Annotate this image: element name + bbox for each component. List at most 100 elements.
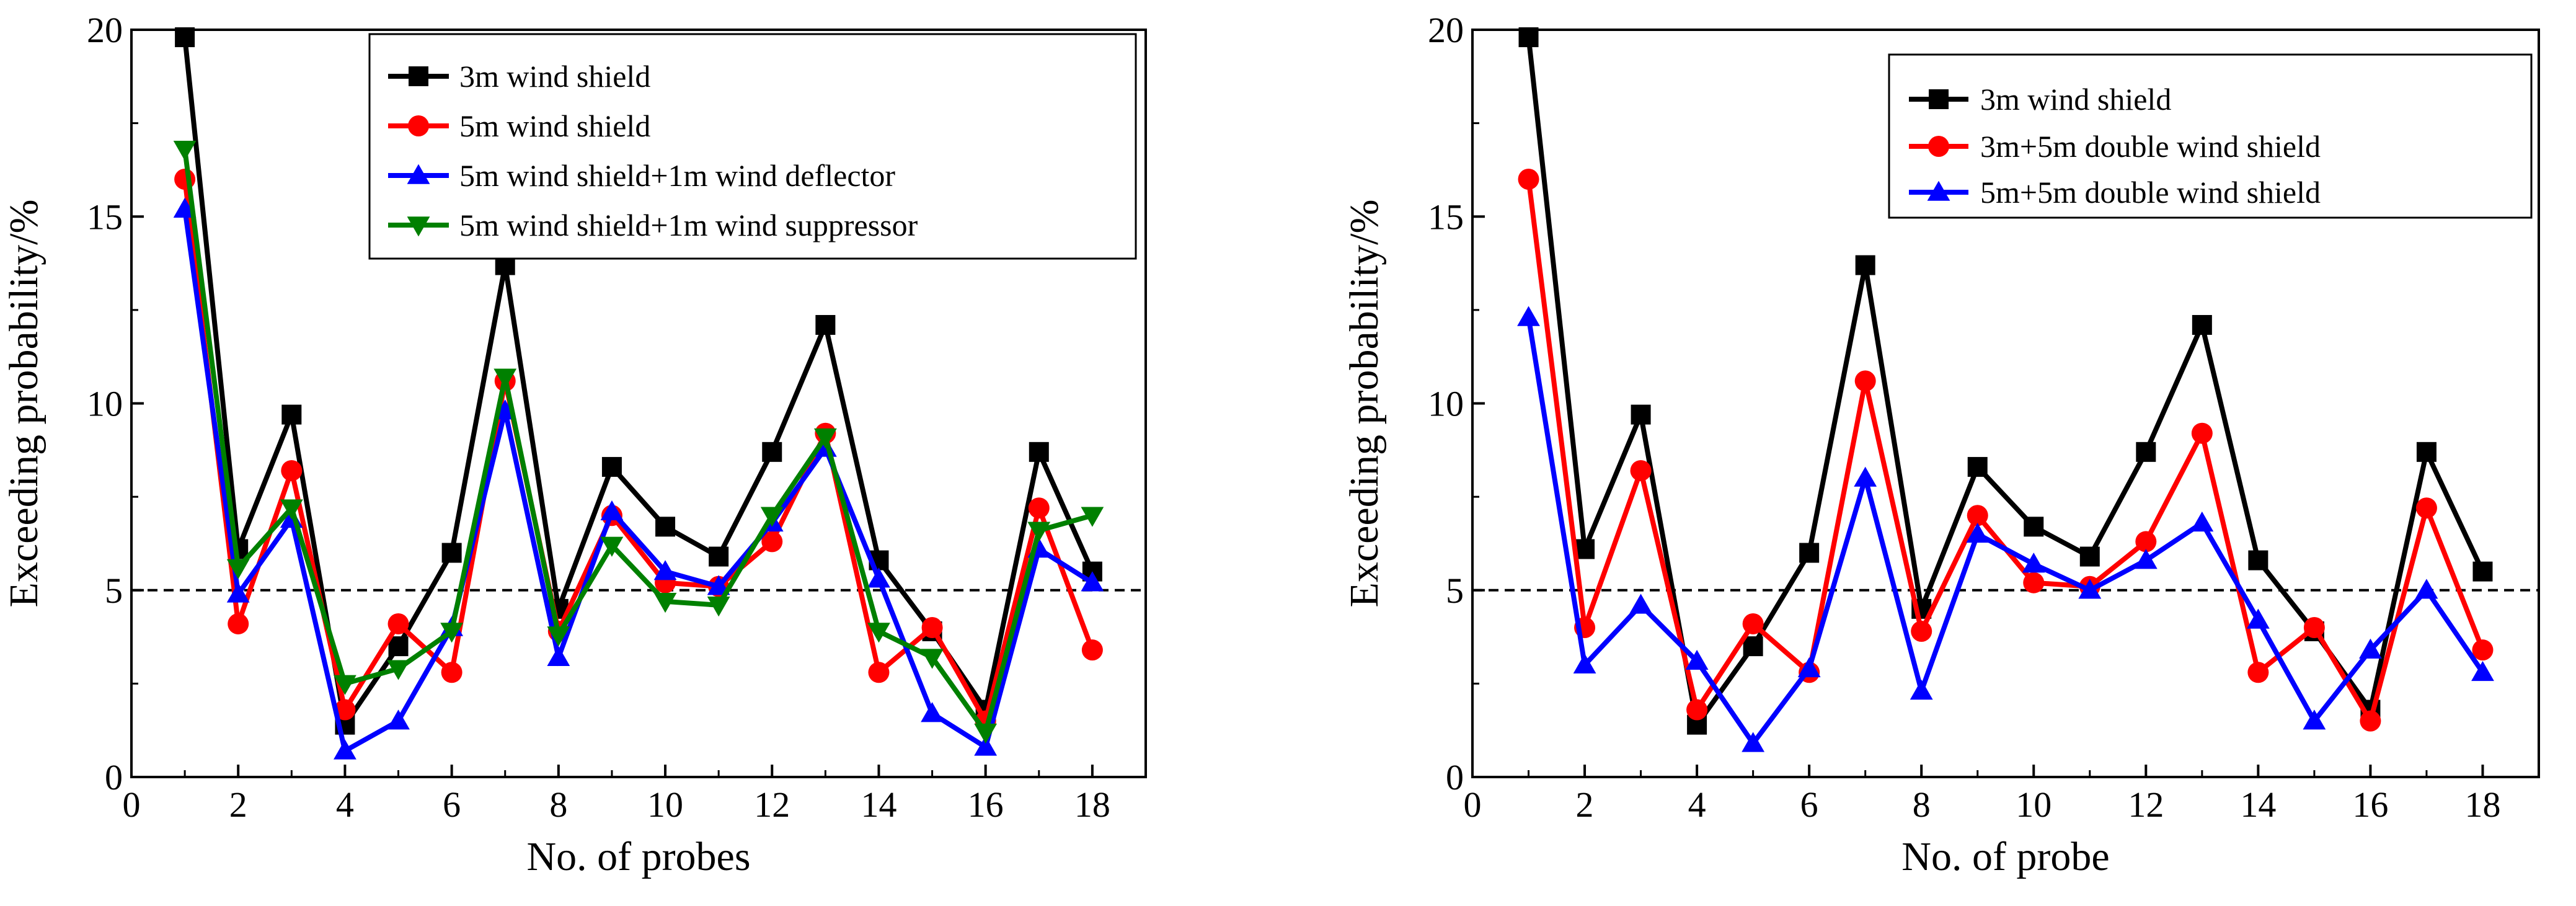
x-tick-label: 10 (2016, 784, 2052, 825)
x-axis-label: No. of probes (526, 834, 750, 879)
data-point (974, 735, 998, 756)
data-point (1081, 507, 1104, 527)
legend-label: 5m+5m double wind shield (1980, 175, 2321, 210)
data-point (2191, 422, 2213, 444)
y-axis-label: Exceeding probability/% (1342, 200, 1387, 608)
data-point (1517, 306, 1540, 326)
data-point (2472, 639, 2494, 661)
x-tick-label: 6 (443, 784, 461, 825)
legend-swatch-marker (1927, 180, 1950, 201)
data-point (228, 613, 249, 634)
x-tick-label: 14 (2240, 784, 2276, 825)
data-point (2246, 608, 2270, 629)
data-point (1742, 732, 1765, 752)
data-point (441, 543, 462, 563)
data-point (867, 567, 890, 588)
chart-panel-2: 0 2 4 6 8 10 12 14 16 18 0 5 10 15 20 No. of probe Excee… (1342, 10, 2540, 879)
legend-swatch-marker (1928, 136, 1949, 157)
x-tick-label: 4 (1688, 784, 1706, 825)
data-point (387, 709, 410, 730)
data-point (921, 617, 943, 638)
data-point (1910, 680, 1933, 700)
x-tick-label: 18 (2464, 784, 2500, 825)
data-point (2023, 572, 2045, 593)
data-point (600, 536, 624, 557)
legend-swatch-marker (1929, 89, 1949, 109)
x-tick-label: 8 (1913, 784, 1931, 825)
data-point (762, 442, 782, 462)
series-line (1526, 317, 2485, 748)
legend-item: 3m+5m double wind shield (1909, 129, 2321, 164)
data-point (2078, 579, 2102, 599)
series-4 (173, 141, 1104, 744)
y-tick-label: 10 (1428, 384, 1464, 424)
data-point (2415, 497, 2437, 519)
legend-item: 3m wind shield (1909, 82, 2171, 117)
y-tick-label: 10 (87, 384, 123, 424)
data-point (334, 675, 356, 695)
x-tick-label: 12 (754, 784, 790, 825)
data-point (1743, 636, 1763, 657)
data-point (280, 499, 303, 520)
series-line (1526, 179, 2485, 727)
x-tick-label: 18 (1074, 784, 1110, 825)
data-point (867, 623, 890, 643)
data-point (1854, 466, 1877, 487)
legend-label: 5m wind shield+1m wind deflector (459, 158, 895, 193)
x-tick-label: 10 (647, 784, 683, 825)
data-point (2134, 549, 2158, 569)
data-point (2472, 561, 2493, 582)
data-point (2192, 314, 2212, 335)
data-point (547, 646, 570, 666)
data-point (547, 626, 570, 647)
x-tick-label: 4 (336, 784, 354, 825)
legend-item: 5m wind shield+1m wind deflector (388, 158, 895, 193)
data-point (494, 368, 517, 389)
y-tick-label: 5 (1446, 571, 1464, 611)
y-tick-label: 0 (1446, 757, 1464, 797)
data-point (173, 141, 197, 161)
data-point (226, 559, 250, 579)
data-point (2022, 553, 2045, 573)
data-point (1799, 543, 1820, 563)
legend-swatch-marker (409, 66, 428, 86)
data-point (2024, 517, 2044, 537)
data-point (1855, 255, 1875, 275)
data-point (1629, 593, 1652, 614)
x-tick-label: 14 (861, 784, 896, 825)
data-point (2303, 709, 2326, 730)
legend: 3m wind shield 3m+5m double wind shield 5m… (1888, 53, 2533, 219)
data-point (226, 582, 250, 603)
x-tick-label: 16 (2352, 784, 2388, 825)
data-point (388, 636, 409, 657)
data-point (2471, 660, 2494, 682)
data-point (2303, 617, 2325, 638)
data-point (2416, 442, 2437, 462)
y-axis-label: Exceeding probability/% (1, 200, 46, 608)
y-tick-label: 5 (105, 571, 123, 611)
legend-item: 3m wind shield (388, 59, 650, 94)
data-point (709, 546, 729, 567)
data-point (815, 314, 836, 335)
data-point (1685, 649, 1709, 670)
legend-label: 3m+5m double wind shield (1980, 129, 2321, 164)
legend-label: 3m wind shield (1980, 82, 2171, 117)
data-point (1967, 456, 1988, 477)
legend-box (368, 33, 1137, 260)
data-point (2360, 710, 2381, 732)
data-point (974, 723, 998, 744)
legend-item: 5m+5m double wind shield (1909, 175, 2321, 210)
x-axis-label: No. of probe (1901, 834, 2109, 879)
data-point (921, 649, 944, 669)
x-tick-label: 0 (1464, 784, 1482, 825)
data-point (1630, 460, 1652, 481)
data-point (2079, 546, 2100, 567)
data-point (1911, 621, 1932, 642)
data-point (175, 27, 195, 48)
data-point (1028, 497, 1050, 519)
data-point (387, 660, 410, 680)
data-point (868, 662, 890, 683)
data-point (1742, 613, 1764, 634)
data-point (334, 699, 356, 721)
